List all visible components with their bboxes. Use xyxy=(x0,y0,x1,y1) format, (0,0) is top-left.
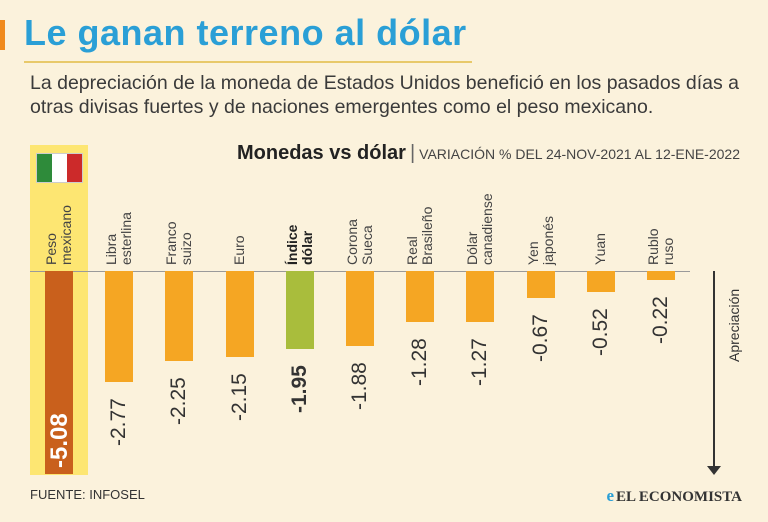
category-label-10: Rublo ruso xyxy=(645,228,676,265)
category-label-line: Libra xyxy=(103,233,120,265)
bar-10 xyxy=(647,271,675,280)
page-subtitle: La depreciación de la moneda de Estados … xyxy=(30,72,739,118)
bar-1 xyxy=(105,271,134,382)
logo-text: EL ECONOMISTA xyxy=(616,489,742,505)
category-label-line: Sueca xyxy=(359,225,375,265)
category-label-line: Corona xyxy=(344,219,360,265)
value-label-4: -1.95 xyxy=(287,365,311,413)
bar-9 xyxy=(586,271,615,292)
bar-0 xyxy=(45,271,73,474)
mexico-flag-icon xyxy=(36,153,83,183)
category-label-line: mexicano xyxy=(58,205,74,265)
category-label-4: Índice dólar xyxy=(283,224,315,265)
category-label-8: Yen japonés xyxy=(524,215,556,265)
chart-title-separator: | xyxy=(409,142,416,164)
value-label-10: -0.22 xyxy=(649,295,672,344)
value-label-0: -5.08 xyxy=(46,413,73,468)
chart-title: Monedas vs dólar xyxy=(237,142,406,164)
category-label-line: Yuan xyxy=(592,233,609,265)
category-label-line: Rublo xyxy=(645,228,661,265)
bar-4 xyxy=(285,271,314,349)
flag-white-stripe xyxy=(52,154,67,182)
category-label-line: esterlina xyxy=(118,212,135,265)
bar-2 xyxy=(165,271,194,361)
logo-mark-icon: e xyxy=(606,486,614,505)
category-label-line: Yen xyxy=(524,241,541,265)
value-label-5: -1.88 xyxy=(348,362,371,411)
bar-5 xyxy=(346,271,374,347)
category-label-line: Índice xyxy=(283,224,300,265)
flag-red-stripe xyxy=(67,154,82,182)
value-label-1: -2.77 xyxy=(107,397,131,446)
category-label-line: ruso xyxy=(660,237,676,265)
value-label-7: -1.27 xyxy=(468,337,492,386)
bar-3 xyxy=(225,271,254,357)
appreciation-label: Apreciación xyxy=(726,288,742,362)
value-label-6: -1.28 xyxy=(408,338,432,387)
page-title: Le ganan terreno al dólar xyxy=(24,12,467,53)
value-label-3: -2.15 xyxy=(227,373,251,421)
chart-subtitle: VARIACIÓN % DEL 24-NOV-2021 AL 12-ENE-20… xyxy=(419,146,740,162)
value-label-2: -2.25 xyxy=(167,377,191,425)
category-label-0: Peso mexicano xyxy=(43,205,74,265)
bar-7 xyxy=(466,271,495,322)
appreciation-arrow-line xyxy=(713,271,715,469)
category-label-6: Real Brasileño xyxy=(404,206,436,265)
category-label-9: Yuan xyxy=(592,233,609,265)
down-arrow-icon xyxy=(707,466,721,475)
category-label-2: Franco suizo xyxy=(163,221,195,265)
value-label-8: -0.67 xyxy=(528,313,552,362)
publisher-logo: e EL ECONOMISTA xyxy=(606,486,742,506)
category-label-7: Dólar canadiense xyxy=(464,193,496,265)
category-label-line: dólar xyxy=(298,230,315,265)
flag-green-stripe xyxy=(37,154,52,182)
category-label-3: Euro xyxy=(231,235,248,265)
title-underline xyxy=(24,61,472,63)
category-label-1: Libra esterlina xyxy=(103,212,135,265)
chart-heading: Monedas vs dólar | VARIACIÓN % DEL 24-NOV-… xyxy=(237,142,740,165)
bar-6 xyxy=(406,271,435,323)
value-label-9: -0.52 xyxy=(588,307,612,356)
category-label-line: Peso xyxy=(43,233,59,265)
category-label-line: suizo xyxy=(178,232,195,265)
category-label-line: canadiense xyxy=(479,193,496,265)
category-label-line: Real xyxy=(404,236,421,265)
category-label-5: Corona Sueca xyxy=(344,219,375,265)
source-note: FUENTE: INFOSEL xyxy=(30,487,145,502)
category-label-line: Euro xyxy=(231,235,248,265)
category-label-line: japonés xyxy=(539,215,556,265)
category-label-line: Brasileño xyxy=(419,206,436,265)
title-accent-bar xyxy=(0,20,5,50)
bar-8 xyxy=(526,271,555,298)
